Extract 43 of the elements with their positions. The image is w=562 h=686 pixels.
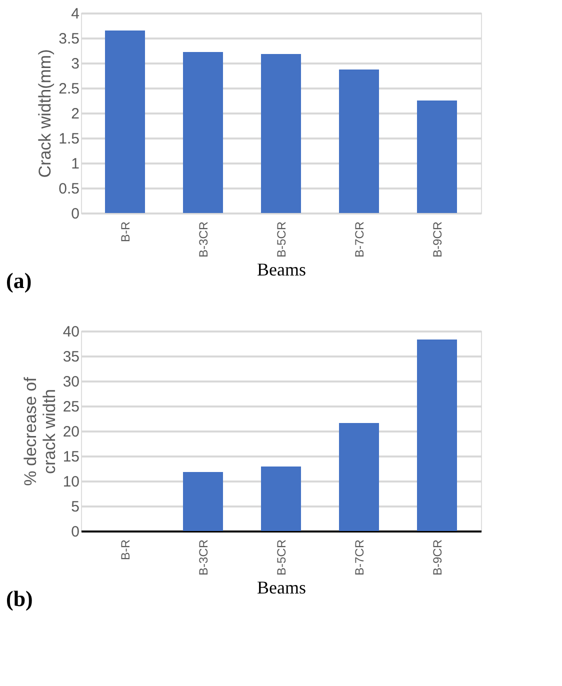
- x-tick-label: B-5CR: [274, 221, 288, 258]
- x-tick-label: B-7CR: [352, 539, 366, 576]
- x-tick-label: B-5CR: [274, 539, 288, 576]
- y-tick-label: 15: [62, 448, 80, 466]
- x-tick-label: B-9CR: [430, 221, 444, 258]
- y-tick-label: 40: [62, 324, 80, 340]
- x-tick-label: B-3CR: [196, 221, 210, 258]
- y-tick-label: 10: [62, 474, 80, 490]
- bar: [339, 70, 379, 213]
- x-tick-label: B-R: [118, 221, 132, 242]
- y-tick-label: 1: [71, 156, 80, 172]
- y-tick-label: 35: [62, 348, 80, 366]
- x-tick-label: B-3CR: [196, 539, 210, 576]
- y-tick-label: 3: [71, 56, 80, 72]
- bar: [183, 472, 223, 531]
- y-axis-title: % decrease of crack width: [20, 376, 59, 486]
- y-tick-label: 0.5: [58, 180, 80, 198]
- y-tick-label: 4: [71, 6, 80, 22]
- text: (a): [6, 268, 32, 293]
- bar: [105, 30, 145, 213]
- bar: [339, 423, 379, 531]
- x-tick-label: B-7CR: [352, 221, 366, 258]
- bar: [417, 340, 457, 531]
- y-tick-label: 25: [62, 398, 80, 416]
- y-tick-label: 20: [62, 424, 80, 440]
- y-tick-label: 1.5: [58, 130, 80, 148]
- bar: [261, 466, 301, 531]
- bar: [417, 100, 457, 213]
- text: (b): [6, 586, 33, 611]
- x-tick-label: B-9CR: [430, 539, 444, 576]
- y-tick-label: 2.5: [58, 80, 80, 98]
- x-axis-title: Beams: [257, 578, 306, 598]
- y-tick-label: 3.5: [58, 30, 80, 48]
- y-axis-title: Crack width(mm): [36, 49, 55, 178]
- y-tick-label: 30: [62, 374, 80, 390]
- y-tick-label: 2: [71, 106, 80, 122]
- bar: [183, 52, 223, 213]
- y-tick-label: 5: [71, 498, 80, 516]
- x-axis-title: Beams: [257, 260, 306, 280]
- y-tick-label: 0: [71, 206, 80, 222]
- x-tick-label: B-R: [118, 539, 132, 560]
- bar: [261, 54, 301, 213]
- y-tick-label: 0: [71, 524, 80, 540]
